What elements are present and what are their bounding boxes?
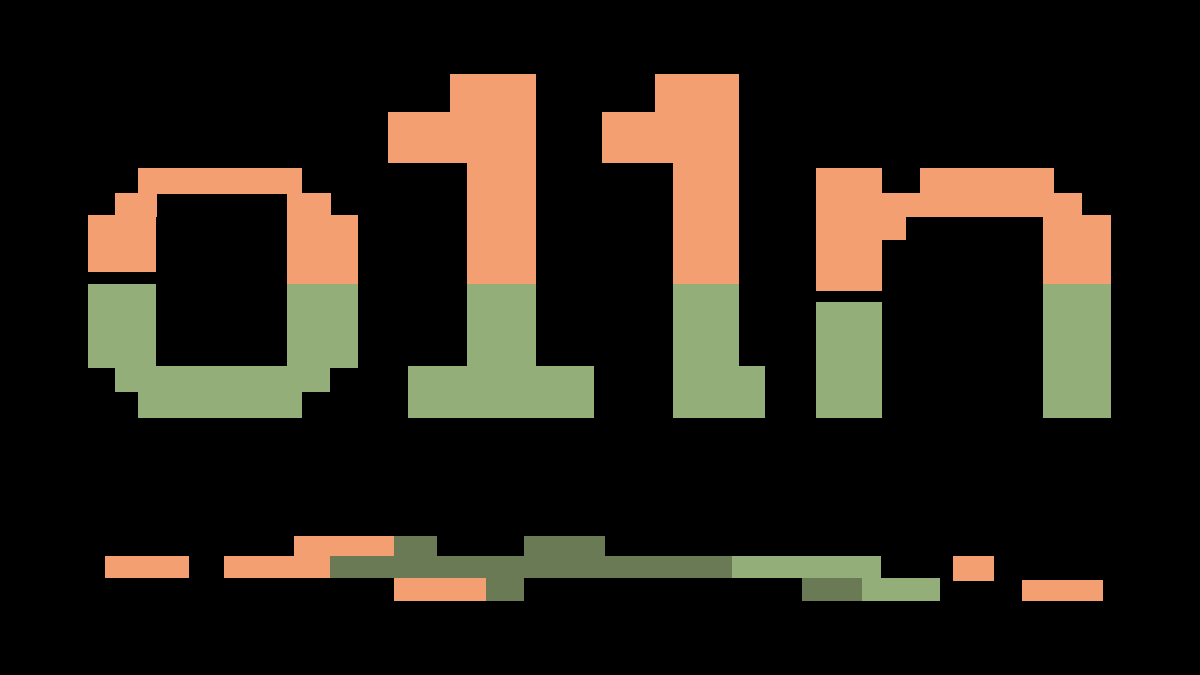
pixel-block — [394, 578, 486, 601]
glyph-o — [88, 168, 358, 418]
pixel-block — [467, 284, 536, 368]
pixel-block — [450, 74, 536, 114]
glyph-n — [816, 168, 1111, 418]
pixel-block — [655, 74, 739, 114]
pixel-block — [880, 193, 906, 217]
pixel-block — [105, 556, 189, 578]
pixel-block — [394, 536, 437, 558]
pixel-block — [1022, 580, 1103, 601]
pixel-block — [115, 193, 157, 217]
pixel-block — [816, 302, 882, 418]
pixel-block — [1043, 215, 1111, 284]
pixel-block — [953, 556, 994, 581]
pixel-block — [524, 536, 605, 558]
pixel-block — [802, 578, 862, 601]
pixel-block — [467, 161, 536, 284]
pixel-block — [602, 112, 739, 163]
pixel-block — [330, 556, 732, 578]
pixel-block — [920, 168, 1054, 194]
pixel-block — [88, 284, 156, 368]
pixel-block — [862, 578, 940, 601]
pixel-block — [906, 193, 1082, 217]
pixel-block — [673, 161, 739, 284]
pixel-block — [287, 284, 358, 368]
pixel-block — [408, 366, 594, 418]
pixel-block — [138, 390, 302, 418]
pixel-block — [388, 112, 536, 163]
pixel-block — [287, 193, 331, 217]
pixel-block — [88, 215, 156, 272]
pixel-block — [224, 556, 332, 578]
pixel-block — [486, 578, 524, 601]
pixel-block — [287, 215, 358, 284]
pixel-block — [294, 536, 394, 558]
pixel-block — [880, 215, 906, 240]
pixel-block — [673, 284, 739, 368]
glyph-1-first — [388, 74, 594, 418]
glyph-1-second — [602, 74, 765, 418]
pixel-block — [138, 168, 302, 194]
pixel-block — [732, 556, 881, 578]
glitch-underline — [105, 536, 1103, 601]
pixel-block — [816, 168, 882, 291]
pixel-block — [115, 366, 330, 392]
pixel-block — [673, 366, 765, 418]
pixel-block — [1043, 284, 1111, 418]
